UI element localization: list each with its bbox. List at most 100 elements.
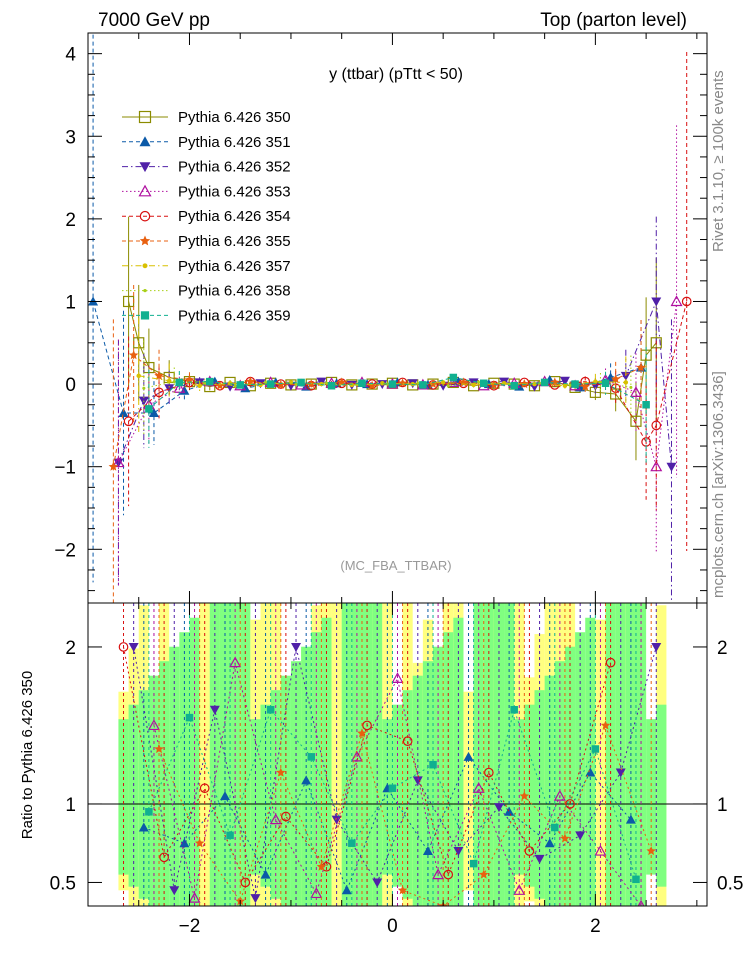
data-point: [540, 378, 549, 387]
data-point: [410, 381, 415, 387]
data-point: [449, 373, 458, 382]
uncertainty-band-green: [534, 690, 545, 899]
y-tick-label: −2: [54, 540, 76, 561]
ratio-data-point: [226, 831, 234, 840]
ratio-data-point: [310, 887, 323, 899]
ratio-data-point: [128, 642, 139, 652]
ratio-data-point: [632, 875, 640, 884]
ratio-data-point: [169, 886, 180, 896]
uncertainty-band-green: [433, 646, 444, 906]
uncertainty-band-green: [656, 704, 667, 887]
data-point: [651, 420, 662, 431]
data-point: [550, 377, 560, 387]
data-point: [136, 373, 141, 379]
ratio-series-pythia-6.426-353: [147, 603, 645, 906]
data-point: [175, 378, 184, 387]
ratio-data-point: [594, 844, 607, 856]
ratio-data-point: [429, 760, 437, 769]
ratio-data-point: [348, 839, 356, 847]
data-point: [142, 386, 146, 390]
ratio-data-point: [397, 885, 408, 895]
ratio-data-point: [159, 852, 169, 863]
series-pythia-6.426-351: [88, 33, 647, 583]
data-point: [480, 379, 488, 388]
series-pythia-6.426-350: [122, 216, 662, 461]
ratio-axes: −2 0 2 0.5 1 2 0.5 1 2: [50, 603, 743, 937]
ratio-data-point: [341, 885, 352, 895]
data-point: [148, 408, 159, 417]
data-point: [447, 376, 460, 388]
uncertainty-band-green: [270, 690, 281, 899]
ratio-data-point: [553, 789, 566, 801]
legend-label: Pythia 6.426 354: [178, 208, 291, 225]
ratio-data-point: [560, 833, 570, 843]
uncertainty-band-green: [402, 690, 413, 899]
x-tick-label: 0: [387, 916, 398, 937]
ratio-data-point: [350, 750, 363, 762]
data-point: [642, 400, 650, 409]
ratio-series-line: [123, 646, 612, 884]
ratio-data-point: [615, 768, 626, 778]
ratio-data-marks: [118, 603, 662, 906]
uncertainty-band-green: [179, 632, 190, 906]
series-line: [92, 301, 642, 414]
ratio-data-point: [591, 745, 600, 753]
uncertainty-band-yellow: [595, 619, 606, 906]
legend-label: Pythia 6.426 358: [178, 283, 291, 300]
uncertainty-band-green: [311, 632, 322, 906]
legend-marker: [139, 162, 151, 173]
main-data-marks: [88, 33, 692, 603]
ratio-data-point: [388, 784, 397, 793]
ratio-y-tick-label-right: 0.5: [717, 873, 743, 894]
ratio-data-point: [185, 713, 194, 722]
ratio-data-point: [463, 751, 474, 761]
ratio-data-point: [469, 859, 478, 868]
legend-label: Pythia 6.426 357: [178, 258, 291, 275]
ratio-data-point: [145, 808, 153, 816]
data-point: [532, 381, 537, 387]
ratio-data-point: [651, 642, 662, 652]
ratio-data-point: [154, 744, 164, 754]
mcplots-side-label: mcplots.cern.ch [arXiv:1306.3436]: [710, 371, 727, 598]
series-pythia-6.426-355: [108, 285, 646, 603]
data-point: [166, 378, 172, 384]
data-point: [651, 297, 662, 307]
legend-entry: Pythia 6.426 351: [122, 134, 291, 151]
ratio-data-point: [362, 720, 372, 731]
data-point: [258, 382, 263, 388]
series-pythia-6.426-354: [123, 52, 692, 551]
legend-marker: [140, 311, 150, 320]
data-point: [206, 377, 214, 386]
data-point: [681, 296, 692, 307]
y-tick-label: 3: [65, 127, 76, 148]
series-pythia-6.426-352: [113, 216, 677, 603]
data-point: [327, 381, 336, 390]
legend: Pythia 6.426 350 Pythia 6.426 351 Pythia 6…: [122, 109, 291, 324]
ratio-data-point: [575, 831, 586, 841]
y-tick-label: 0: [65, 375, 76, 396]
legend-marker: [139, 235, 151, 246]
data-point: [471, 382, 476, 388]
header-left-label: 7000 GeV pp: [98, 10, 210, 31]
data-point: [397, 378, 408, 388]
uncertainty-band-green: [138, 690, 149, 899]
data-point: [650, 460, 663, 472]
ratio-data-point: [472, 782, 485, 793]
ratio-data-point: [585, 767, 596, 777]
data-point: [172, 380, 176, 384]
series-line: [112, 354, 642, 467]
ratio-data-point: [357, 728, 367, 738]
ratio-data-point: [291, 642, 302, 652]
data-point: [519, 377, 530, 388]
data-point: [477, 380, 481, 384]
ratio-data-point: [266, 706, 275, 714]
ratio-data-point: [372, 878, 383, 888]
ratio-data-point: [510, 706, 518, 714]
ratio-series-pythia-6.426-351: [138, 603, 636, 906]
ratio-plot-panel: −2 0 2 0.5 1 2 0.5 1 2 Ratio to Pythia 6.426 350: [19, 602, 743, 937]
x-tick-label: −2: [179, 916, 201, 937]
uncertainty-band-green: [169, 646, 180, 906]
legend-marker: [142, 263, 148, 269]
ratio-data-point: [240, 877, 251, 888]
data-point: [380, 381, 385, 386]
